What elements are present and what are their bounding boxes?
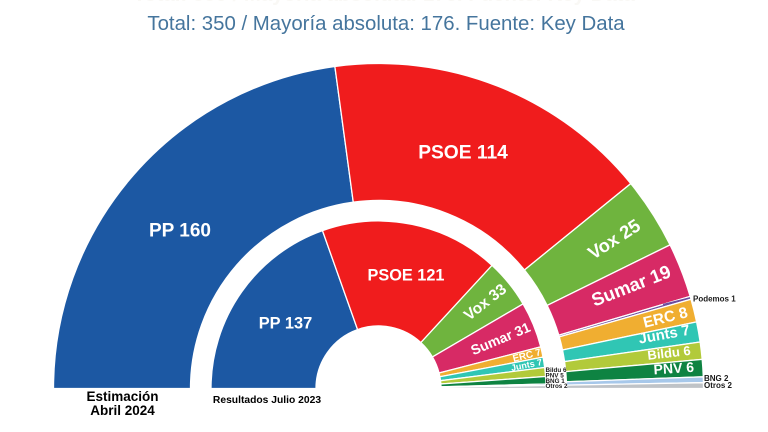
- svg-text:PP 160: PP 160: [149, 221, 211, 242]
- svg-text:Otros 2: Otros 2: [546, 383, 569, 390]
- svg-text:Podemos 1: Podemos 1: [693, 294, 736, 303]
- svg-text:BNG 1: BNG 1: [546, 378, 566, 385]
- svg-text:Otros 2: Otros 2: [704, 381, 733, 390]
- svg-text:Bildu 6: Bildu 6: [546, 367, 567, 374]
- svg-text:PSOE 114: PSOE 114: [418, 143, 508, 164]
- svg-text:PP 137: PP 137: [259, 315, 312, 333]
- svg-text:PNV 5: PNV 5: [546, 372, 565, 379]
- svg-text:BNG 2: BNG 2: [704, 374, 729, 383]
- svg-text:Bildu 6: Bildu 6: [647, 343, 692, 363]
- svg-text:PNV 6: PNV 6: [653, 359, 695, 378]
- svg-text:PSOE 121: PSOE 121: [368, 267, 445, 285]
